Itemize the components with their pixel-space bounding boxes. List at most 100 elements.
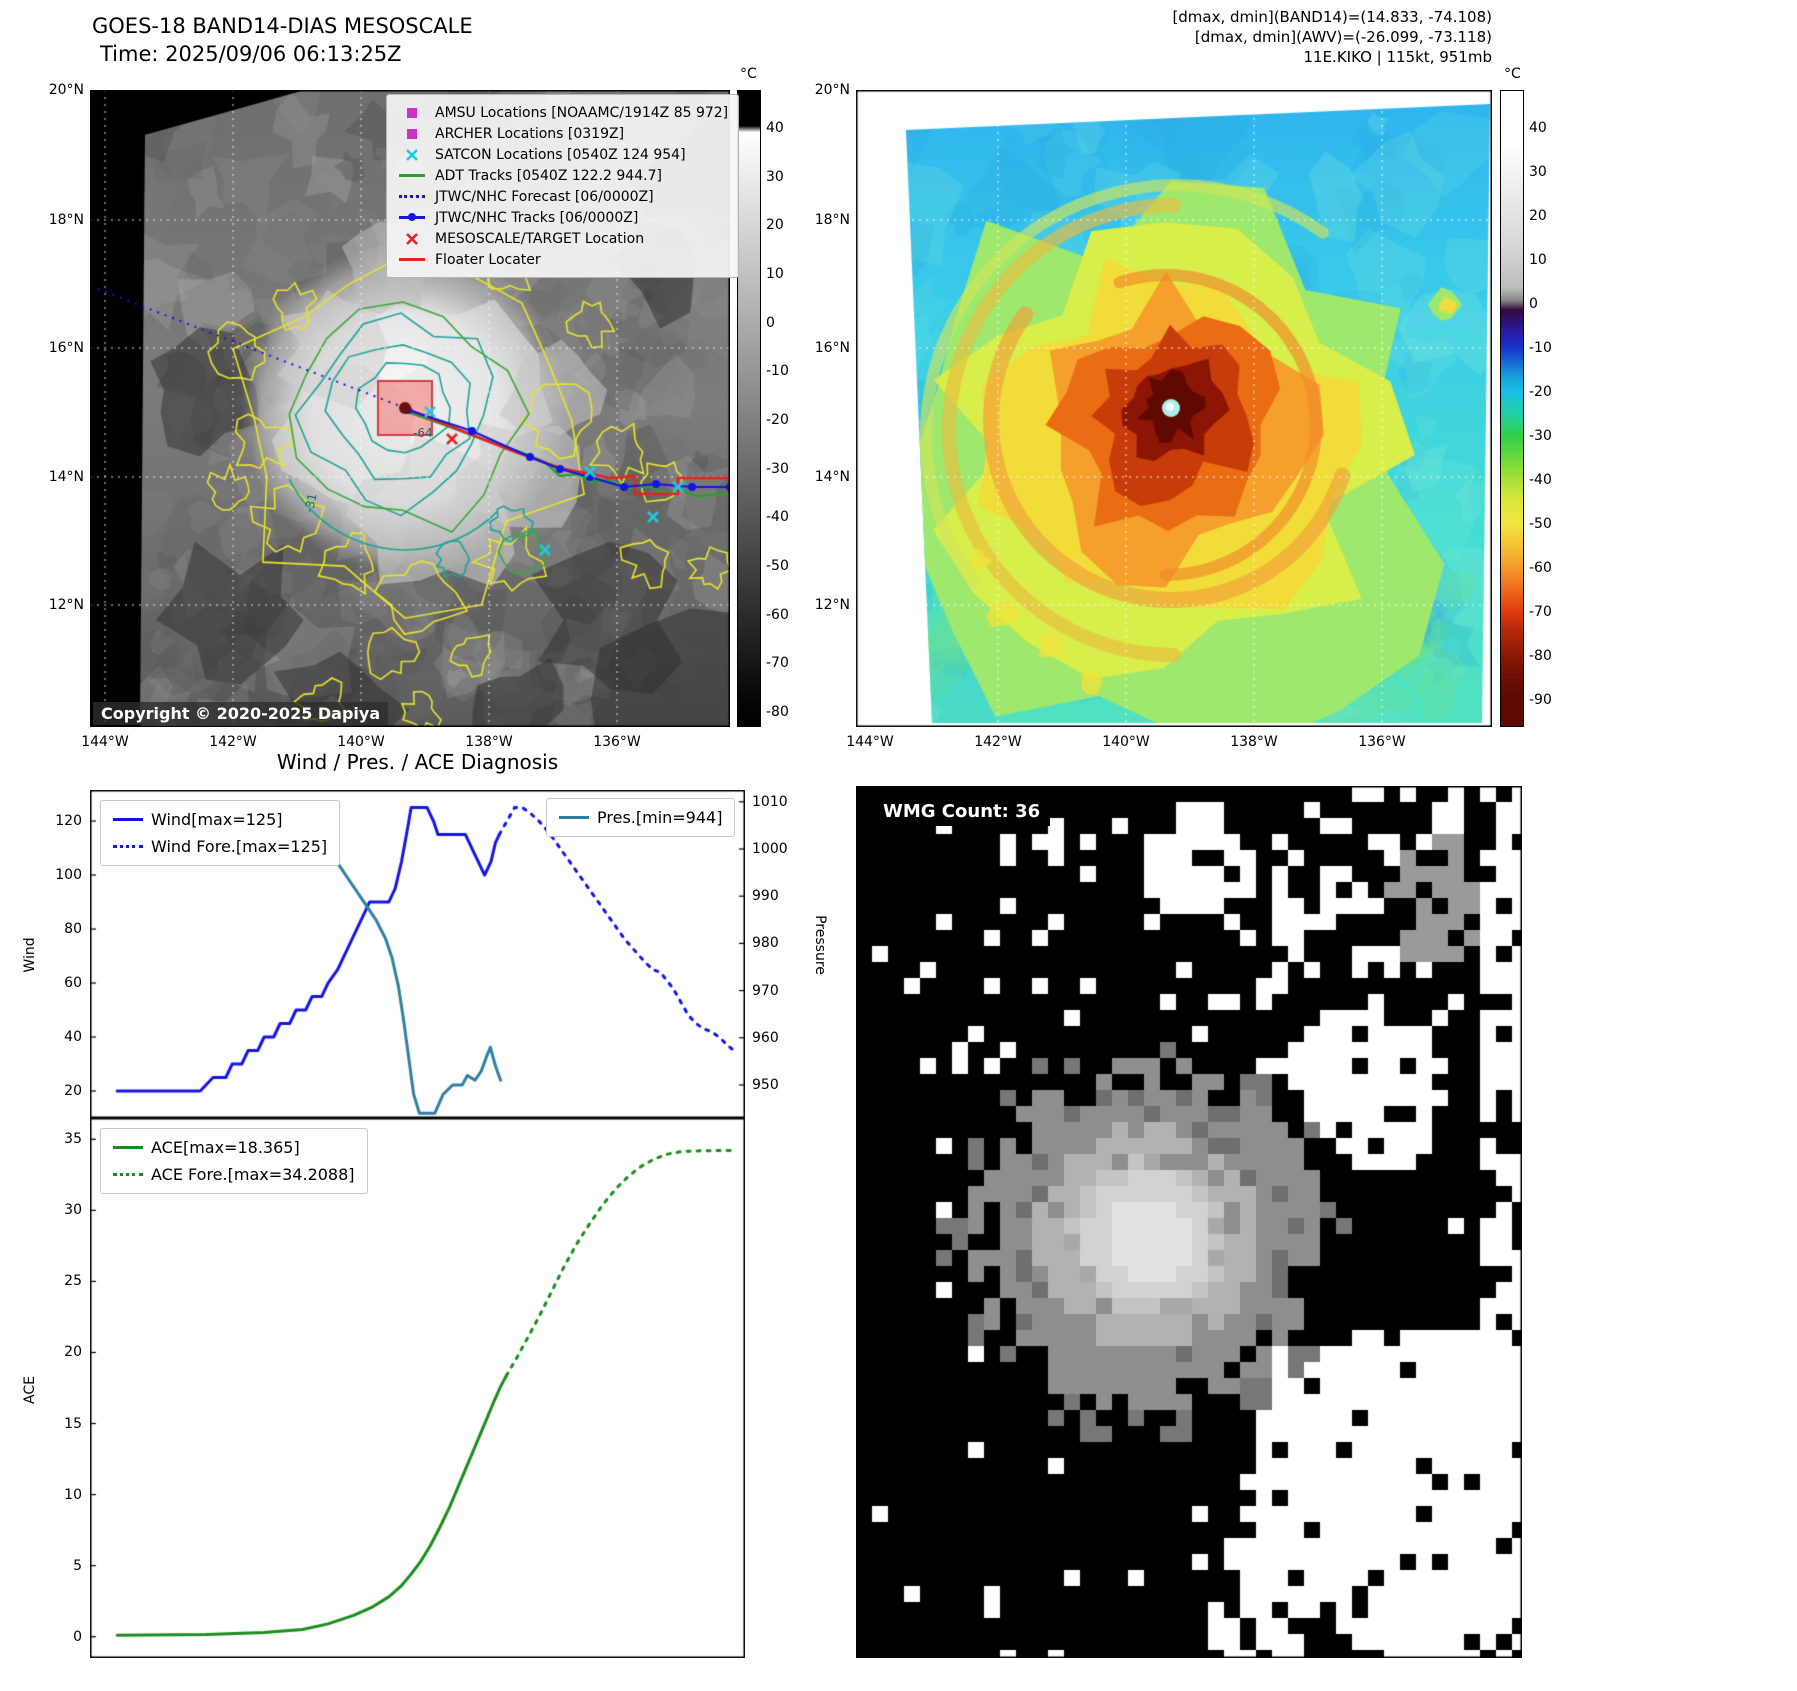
dotted-marker-icon — [397, 195, 427, 198]
line-dot-marker-icon — [397, 213, 427, 221]
band14-title: GOES-18 BAND14-DIAS MESOSCALE — [92, 14, 473, 38]
pressure-ytick: 1010 — [752, 793, 788, 810]
band14-legend-label: AMSU Locations [NOAAMC/1914Z 85 972] — [435, 104, 729, 121]
wmg-grid-canvas — [856, 786, 1522, 1658]
awv-colorbar-tick: -10 — [1529, 340, 1552, 356]
square-marker-icon — [397, 128, 427, 139]
ace-ytick: 10 — [64, 1486, 82, 1503]
band14-legend-label: ADT Tracks [0540Z 122.2 944.7] — [435, 167, 662, 184]
band14-lon-tick: 144°W — [81, 734, 129, 750]
ace-ytick: 5 — [73, 1557, 82, 1574]
awv-header-line1: [dmax, dmin](BAND14)=(14.833, -74.108) — [1172, 8, 1492, 26]
band14-lat-tick: 12°N — [48, 597, 84, 613]
band14-legend-label: SATCON Locations [0540Z 124 954] — [435, 146, 686, 163]
awv-colorbar-tick: 10 — [1529, 252, 1547, 268]
square-marker-icon — [397, 107, 427, 118]
awv-colorbar-tick: 30 — [1529, 164, 1547, 180]
pressure-axis-label: Pressure — [812, 915, 828, 975]
ace-fore-legend-label: ACE Fore.[max=34.2088] — [151, 1165, 355, 1184]
ace-axis-label: ACE — [22, 1376, 38, 1404]
awv-header-line3: 11E.KIKO | 115kt, 951mb — [1303, 48, 1492, 66]
band14-legend-label: JTWC/NHC Forecast [06/0000Z] — [435, 188, 654, 205]
band14-colorbar-tick: -40 — [766, 509, 789, 526]
pressure-legend: Pres.[min=944] — [546, 798, 736, 837]
ace-ytick: 0 — [73, 1628, 82, 1645]
x-marker-icon — [397, 148, 427, 162]
wind-axis-label: Wind — [22, 937, 38, 973]
band14-colorbar-tick: -60 — [766, 606, 789, 623]
ace-ytick: 25 — [64, 1273, 82, 1290]
band14-colorbar-tick: -20 — [766, 412, 789, 429]
ace-fore-legend-row: ACE Fore.[max=34.2088] — [113, 1161, 355, 1188]
band14-legend-item: JTWC/NHC Forecast [06/0000Z] — [397, 186, 728, 207]
wind-ytick: 100 — [55, 867, 82, 884]
band14-lat-tick: 18°N — [48, 212, 84, 228]
awv-colorbar-unit: °C — [1504, 66, 1521, 82]
band14-colorbar-tick: -10 — [766, 363, 789, 380]
band14-colorbar-tick: 10 — [766, 266, 784, 282]
band14-colorbar-unit: °C — [740, 66, 757, 82]
awv-colorbar-tick: -80 — [1529, 648, 1552, 664]
ace-ytick: 30 — [64, 1202, 82, 1219]
band14-colorbar-tick: -50 — [766, 558, 789, 575]
awv-colorbar-tick: 0 — [1529, 296, 1538, 312]
awv-lon-tick: 138°W — [1230, 734, 1278, 750]
band14-legend-item: ARCHER Locations [0319Z] — [397, 123, 728, 144]
band14-legend-item: AMSU Locations [NOAAMC/1914Z 85 972] — [397, 102, 728, 123]
x-marker-icon — [397, 232, 427, 246]
ace-legend-label: ACE[max=18.365] — [151, 1138, 300, 1157]
wind-legend-label: Wind[max=125] — [151, 810, 283, 829]
band14-colorbar-tick: -80 — [766, 704, 789, 721]
wind-fore-line-icon — [113, 845, 143, 848]
ace-chart-canvas — [90, 1118, 745, 1658]
band14-legend-label: Floater Locater — [435, 251, 541, 268]
band14-colorbar-tick: 0 — [766, 314, 775, 331]
pressure-legend-label: Pres.[min=944] — [597, 808, 723, 827]
pressure-legend-row: Pres.[min=944] — [559, 804, 722, 831]
band14-colorbar-tick: -30 — [766, 460, 789, 477]
copyright-text: Copyright © 2020-2025 Dapiya — [93, 702, 389, 725]
band14-lat-tick: 14°N — [48, 469, 84, 485]
band14-legend-item: Floater Locater — [397, 249, 728, 270]
wind-legend-row: Wind[max=125] — [113, 806, 327, 833]
wind-fore-legend-row: Wind Fore.[max=125] — [113, 833, 327, 860]
pressure-ytick: 1000 — [752, 840, 788, 857]
awv-lon-tick: 136°W — [1358, 734, 1406, 750]
pressure-line-icon — [559, 816, 589, 819]
awv-colorbar-tick: -70 — [1529, 604, 1552, 620]
line-marker-icon — [397, 258, 427, 261]
pressure-ytick: 960 — [752, 1029, 779, 1046]
awv-colorbar — [1500, 90, 1524, 727]
awv-lat-tick: 18°N — [814, 212, 850, 228]
awv-lon-tick: 140°W — [1102, 734, 1150, 750]
wind-ytick: 20 — [64, 1083, 82, 1099]
band14-lon-tick: 138°W — [465, 734, 513, 750]
band14-legend: AMSU Locations [NOAAMC/1914Z 85 972] ARCH… — [386, 94, 740, 278]
ace-legend: ACE[max=18.365] ACE Fore.[max=34.2088] — [100, 1128, 368, 1194]
awv-map-canvas — [856, 90, 1492, 727]
band14-colorbar — [737, 90, 761, 727]
band14-legend-item: MESOSCALE/TARGET Location — [397, 228, 728, 249]
pressure-ytick: 980 — [752, 935, 779, 952]
wmg-count-label: WMG Count: 36 — [873, 797, 1051, 826]
awv-colorbar-tick: -40 — [1529, 472, 1552, 488]
awv-colorbar-tick: -30 — [1529, 428, 1552, 444]
awv-header-line2: [dmax, dmin](AWV)=(-26.099, -73.118) — [1194, 28, 1492, 46]
band14-contour-label-inner: -64 — [413, 426, 433, 440]
band14-legend-item: SATCON Locations [0540Z 124 954] — [397, 144, 728, 165]
awv-lon-tick: 142°W — [974, 734, 1022, 750]
awv-colorbar-tick: -50 — [1529, 516, 1552, 532]
band14-legend-item: JTWC/NHC Tracks [06/0000Z] — [397, 207, 728, 228]
ace-ytick: 35 — [64, 1131, 82, 1148]
awv-colorbar-tick: -20 — [1529, 384, 1552, 400]
ace-ytick: 15 — [64, 1415, 82, 1432]
band14-colorbar-tick: 20 — [766, 217, 784, 234]
awv-colorbar-tick: -60 — [1529, 560, 1552, 576]
ace-ytick: 20 — [64, 1344, 82, 1361]
band14-lon-tick: 142°W — [209, 734, 257, 750]
pressure-ytick: 970 — [752, 982, 779, 999]
wind-legend: Wind[max=125] Wind Fore.[max=125] — [100, 800, 341, 866]
band14-lat-tick: 16°N — [48, 340, 84, 356]
wind-ytick: 120 — [55, 813, 82, 830]
